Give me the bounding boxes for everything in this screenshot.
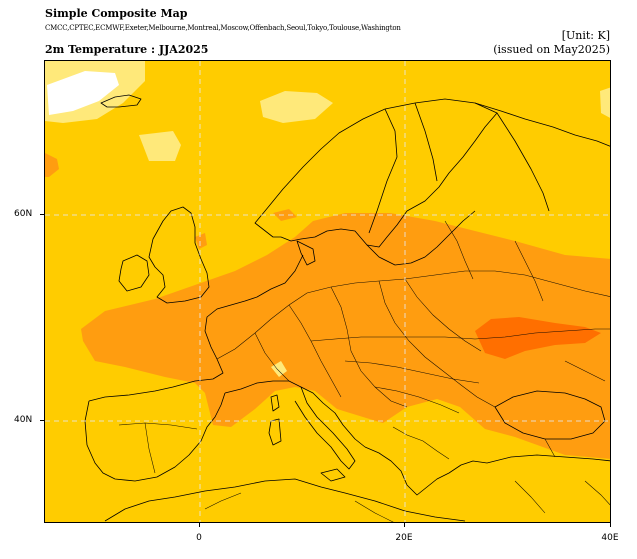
anomaly-light-patch <box>139 131 181 161</box>
anomaly-orange-patch <box>273 209 297 221</box>
anomaly-orange-patch <box>45 153 59 177</box>
anomaly-orange-patch <box>195 233 207 249</box>
lon-tick-20e <box>404 523 405 527</box>
lat-tick-40n <box>40 420 44 421</box>
map-panel <box>44 60 611 523</box>
issued-label: (issued on May2025) <box>493 43 610 56</box>
map-canvas <box>45 61 610 522</box>
anomaly-light-patch <box>271 361 287 377</box>
anomaly-light-patch <box>600 87 610 118</box>
model-list: CMCC,CPTEC,ECMWF,Exeter,Melbourne,Montre… <box>45 24 401 32</box>
lon-label-40e: 40E <box>601 533 619 543</box>
anomaly-deep-orange-patch <box>475 317 601 359</box>
map-title: Simple Composite Map <box>45 7 188 20</box>
coastlines <box>84 94 610 522</box>
map-subtitle: 2m Temperature : JJA2025 <box>45 43 209 56</box>
lat-tick-60n <box>40 214 44 215</box>
lon-label-0: 0 <box>196 533 202 543</box>
country-borders <box>118 220 610 522</box>
lon-tick-0 <box>199 523 200 527</box>
unit-label: [Unit: K] <box>561 29 610 42</box>
lon-tick-40e <box>610 523 611 527</box>
gridlines <box>45 61 610 522</box>
lat-label-60n: 60N <box>14 209 33 219</box>
lat-label-40n: 40N <box>14 415 33 425</box>
lon-label-20e: 20E <box>395 533 413 543</box>
anomaly-white-patch <box>47 71 119 115</box>
anomaly-light-patch <box>260 91 333 123</box>
